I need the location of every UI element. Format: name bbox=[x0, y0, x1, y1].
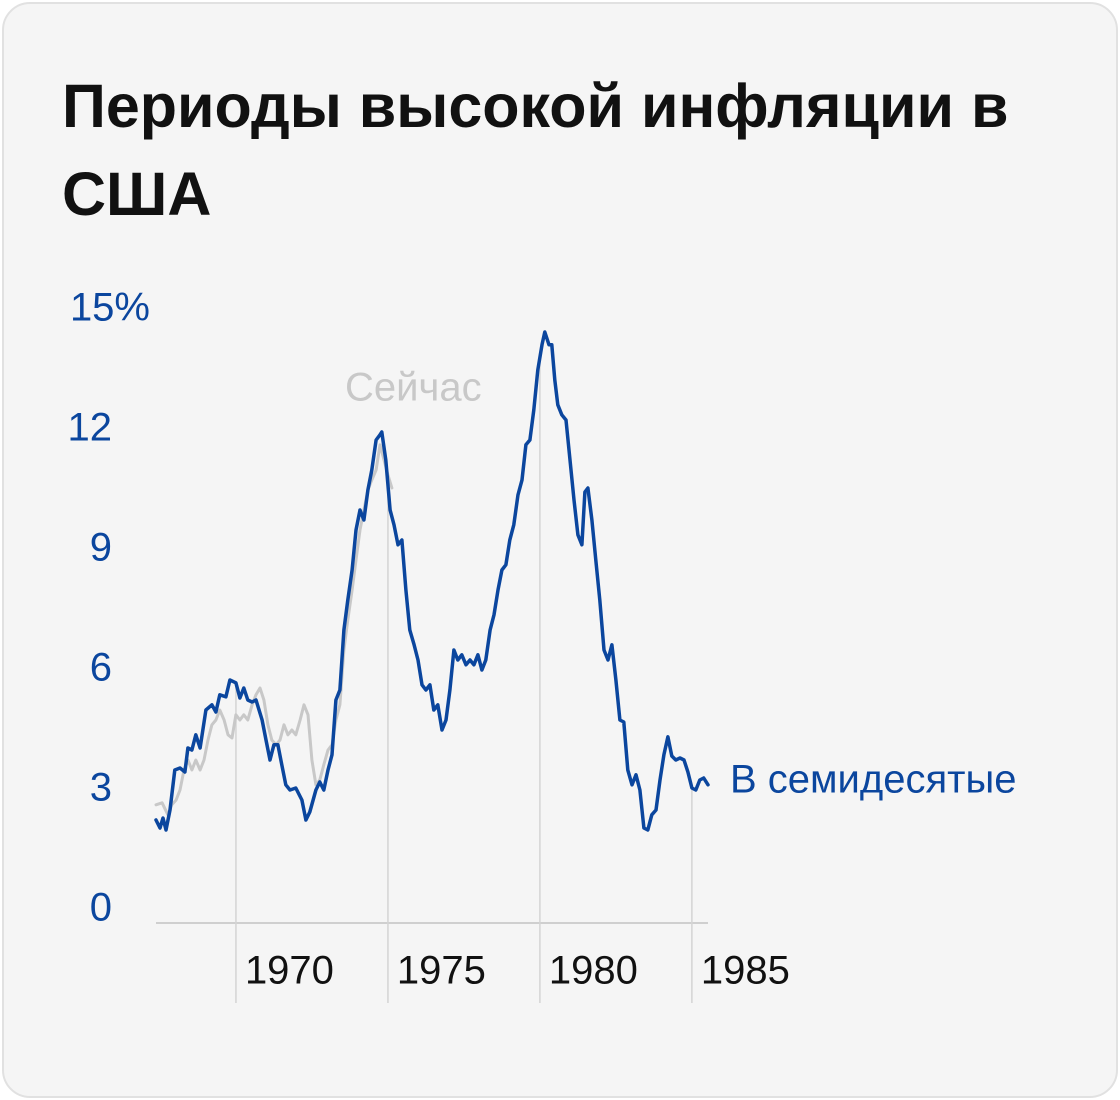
chart-title: Периоды высокой инфляции в США bbox=[62, 72, 1009, 228]
y-tick-label: 15% bbox=[70, 286, 150, 330]
y-tick-label: 0 bbox=[90, 886, 112, 930]
series-line bbox=[154, 330, 710, 832]
series-line bbox=[154, 443, 394, 817]
x-tick-label: 1980 bbox=[549, 949, 638, 993]
y-tick-label: 12 bbox=[68, 406, 113, 450]
x-tick-label: 1975 bbox=[397, 949, 486, 993]
y-tick-label: 9 bbox=[90, 526, 112, 570]
y-tick-label: 3 bbox=[90, 766, 112, 810]
y-tick-label: 6 bbox=[90, 646, 112, 690]
x-tick-label: 1985 bbox=[701, 949, 790, 993]
series-label: В семидесятые bbox=[730, 758, 1016, 802]
x-tick-label: 1970 bbox=[245, 949, 334, 993]
series-label: Сейчас bbox=[345, 366, 482, 410]
